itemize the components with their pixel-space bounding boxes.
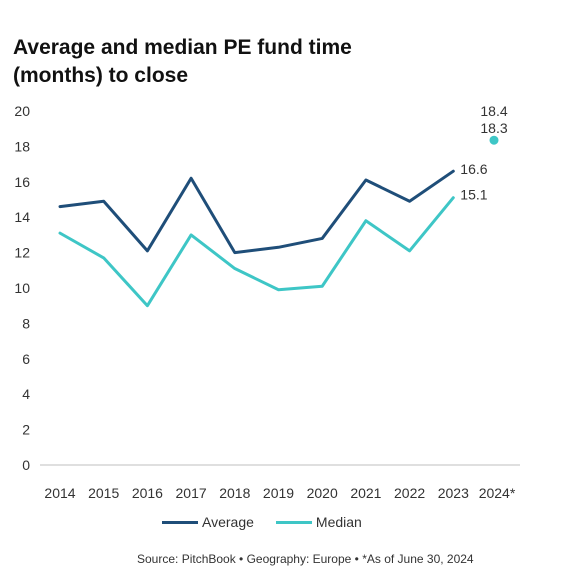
x-tick-label: 2018 [219, 485, 250, 501]
legend-item-average: Average [162, 514, 254, 530]
y-tick-label: 12 [14, 245, 30, 261]
data-label-average-2023: 16.6 [460, 161, 487, 177]
x-tick-label: 2021 [350, 485, 381, 501]
data-label-median-2023: 15.1 [460, 187, 487, 203]
x-tick-label: 2023 [438, 485, 469, 501]
y-tick-label: 4 [22, 386, 30, 402]
x-tick-label: 2019 [263, 485, 294, 501]
legend-item-median: Median [275, 514, 362, 530]
data-label-average-2024: 18.4 [480, 103, 507, 119]
data-label-median-2024: 18.3 [480, 120, 507, 136]
legend-label-median: Median [315, 514, 362, 530]
x-tick-label: 2017 [176, 485, 207, 501]
legend: Average Median [162, 514, 384, 530]
series-line-median [58, 196, 455, 308]
x-tick-label: 2022 [394, 485, 425, 501]
legend-swatch-median [275, 520, 312, 524]
chart-title: Average and median PE fund time (months)… [13, 36, 352, 87]
y-tick-label: 18 [14, 138, 30, 154]
legend-swatch-average [162, 520, 198, 524]
legend-label-average: Average [202, 514, 254, 530]
x-tick-label: 2024* [479, 485, 516, 501]
x-tick-label: 2020 [307, 485, 338, 501]
y-tick-label: 6 [22, 351, 30, 367]
x-tick-label: 2014 [44, 485, 75, 501]
y-tick-label: 20 [14, 103, 30, 119]
source-note: Source: PitchBook • Geography: Europe • … [137, 552, 474, 566]
y-tick-label: 10 [14, 280, 30, 296]
y-tick-label: 0 [22, 457, 30, 473]
y-tick-label: 8 [22, 315, 30, 331]
y-tick-label: 14 [14, 209, 30, 225]
series-line-average [58, 169, 455, 255]
data-point-2024 [489, 135, 499, 145]
y-tick-label: 2 [22, 422, 30, 438]
y-tick-label: 16 [14, 174, 30, 190]
x-tick-label: 2016 [132, 485, 163, 501]
x-tick-label: 2015 [88, 485, 119, 501]
